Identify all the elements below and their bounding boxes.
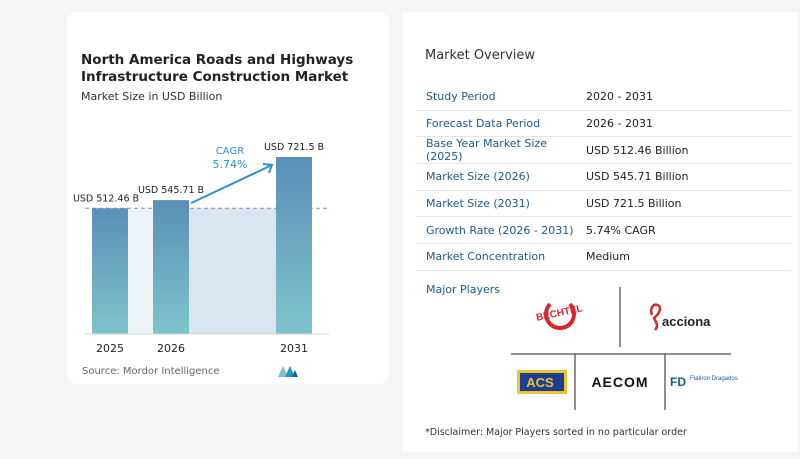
fd-mark: FD bbox=[670, 375, 686, 389]
market-overview-panel: Market Overview Study Period 2020 - 2031 … bbox=[403, 12, 798, 452]
flatiron-dragados-logo: FD Flatiron Dragados bbox=[670, 375, 738, 389]
major-players-label: Major Players bbox=[426, 283, 500, 296]
row-value: USD 545.71 Billion bbox=[586, 170, 689, 184]
chart-source: Source: Mordor Intelligence bbox=[82, 366, 220, 377]
mordor-logo-icon bbox=[278, 366, 298, 377]
cagr-arrow bbox=[190, 164, 273, 205]
bechtel-text: BECHTEL bbox=[535, 303, 583, 324]
data-label: USD 721.5 B bbox=[264, 142, 324, 153]
bar-chart: USD 512.46 B 2025 USD 545.71 B 2026 USD 721.… bbox=[73, 142, 329, 355]
acs-text: ACS bbox=[526, 375, 554, 390]
bar bbox=[276, 157, 312, 334]
row-value: Medium bbox=[586, 250, 630, 264]
flatiron-dragados-text: Flatiron Dragados bbox=[690, 376, 738, 382]
acs-logo: ACS bbox=[517, 370, 567, 394]
x-tick-label: 2026 bbox=[157, 342, 185, 355]
row-key: Market Size (2026) bbox=[426, 170, 530, 184]
growth-band bbox=[128, 208, 153, 334]
row-value: 2026 - 2031 bbox=[586, 117, 653, 131]
aecom-logo: AECOM bbox=[591, 374, 648, 390]
players-logo-grid: BECHTEL acciona ACS AECOM FD Flatiron Dr… bbox=[511, 287, 738, 410]
aecom-text: AECOM bbox=[591, 374, 648, 390]
row-key: Growth Rate (2026 - 2031) bbox=[426, 223, 574, 237]
acciona-text: acciona bbox=[662, 314, 711, 329]
acciona-logo: acciona bbox=[650, 303, 711, 331]
x-tick-label: 2025 bbox=[96, 342, 124, 355]
table-row: Growth Rate (2026 - 2031) 5.74% CAGR bbox=[416, 217, 791, 245]
chart-title: North America Roads and Highways Infrast… bbox=[81, 52, 354, 85]
row-key: Base Year Market Size (2025) bbox=[426, 137, 547, 164]
bar bbox=[153, 200, 189, 334]
row-value: USD 512.46 Billion bbox=[586, 143, 689, 157]
table-row: Base Year Market Size (2025) USD 512.46 B… bbox=[416, 137, 791, 165]
row-key: Study Period bbox=[426, 90, 496, 104]
row-value: 5.74% CAGR bbox=[586, 223, 656, 237]
overview-table: Study Period 2020 - 2031 Forecast Data Pe… bbox=[416, 84, 791, 271]
data-label: USD 545.71 B bbox=[138, 185, 204, 196]
row-value: USD 721.5 Billion bbox=[586, 197, 682, 211]
cagr-arrowhead bbox=[262, 163, 274, 174]
table-row: Study Period 2020 - 2031 bbox=[416, 84, 791, 111]
cagr-label: CAGR bbox=[216, 146, 244, 157]
table-row: Market Size (2026) USD 545.71 Billion bbox=[416, 164, 791, 191]
row-key: Forecast Data Period bbox=[426, 117, 541, 131]
table-row: Market Size (2031) USD 721.5 Billion bbox=[416, 191, 791, 218]
data-label: USD 512.46 B bbox=[73, 193, 139, 204]
row-key: Market Concentration bbox=[426, 250, 546, 264]
table-row: Market Concentration Medium bbox=[416, 244, 791, 271]
row-value: 2020 - 2031 bbox=[586, 90, 653, 104]
cagr-value: 5.74% bbox=[213, 158, 248, 171]
overview-title: Market Overview bbox=[425, 48, 536, 63]
growth-band bbox=[189, 208, 276, 334]
bechtel-logo: BECHTEL bbox=[535, 297, 584, 330]
table-row: Forecast Data Period 2026 - 2031 bbox=[416, 111, 791, 138]
disclaimer: *Disclaimer: Major Players sorted in no … bbox=[425, 427, 687, 438]
chart-subtitle: Market Size in USD Billion bbox=[81, 90, 223, 103]
bar bbox=[92, 208, 128, 334]
chart-card: North America Roads and Highways Infrast… bbox=[67, 12, 389, 384]
row-key: Market Size (2031) bbox=[426, 197, 530, 211]
x-tick-label: 2031 bbox=[280, 342, 308, 355]
